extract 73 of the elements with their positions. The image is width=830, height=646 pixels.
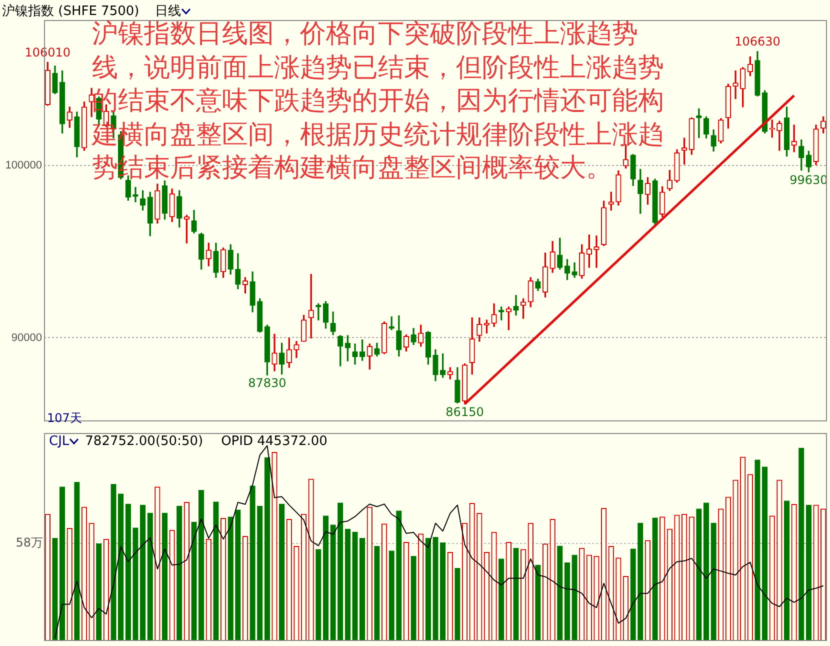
candlestick [732,70,738,99]
bar [806,504,812,641]
bar [652,518,658,641]
annotation: 87830 [248,376,286,390]
bar [250,486,256,641]
ref-line-label: 58万 [16,536,43,550]
y-tick-label: 100000 [5,160,42,172]
annotation: OPID 445372.00 [221,434,328,449]
bar [52,538,58,641]
candlestick [791,124,797,152]
candlestick [132,186,138,202]
annotation: 782752.00(50:50) [85,434,204,449]
annotation: 86150 [446,405,484,420]
bar [352,532,358,641]
bar [359,538,366,641]
bar [110,484,116,641]
bar [696,508,702,641]
bar [754,460,760,641]
bar [388,550,394,641]
chart-subtitle: 日线 [155,4,181,19]
bar [125,504,131,641]
bar [176,506,182,641]
bar [630,548,636,641]
bar [74,482,80,641]
bar [162,512,168,641]
bar [564,562,570,641]
bar [396,510,402,641]
bar [257,506,263,641]
bar [513,548,519,641]
bar [338,502,344,641]
bar [264,457,270,641]
candlestick [513,295,519,316]
annotation: CJL [49,434,70,449]
bar [762,466,768,641]
bar [147,512,153,641]
bar [432,536,438,641]
bar [344,528,351,641]
bar [454,568,460,641]
bar [784,500,790,641]
chart-title: 沪镍指数 (SHFE 7500) [2,3,140,20]
bar [278,504,285,641]
bar [535,564,541,641]
y-tick-label: 90000 [11,332,42,344]
bar [374,546,380,641]
bar [425,538,432,641]
bar [198,490,204,641]
bar [213,502,219,641]
bar [410,556,416,641]
bar [557,546,563,641]
annotation: 106630 [734,34,780,49]
annotation: 107天 [47,410,82,427]
bar [710,522,716,641]
bar [498,558,504,641]
bar [140,504,146,641]
bar [191,522,197,641]
bar [316,549,322,641]
annotation: 99630 [790,173,828,188]
bar [132,528,138,641]
candlestick [776,120,782,151]
bar [798,448,804,641]
bar [235,510,241,641]
bar [118,494,124,641]
bar [59,486,66,641]
bar [228,516,234,641]
bar [96,543,102,641]
annotation: 106010 [24,45,71,60]
bar [322,516,329,641]
bar [703,502,710,641]
bar [330,524,336,641]
bar [638,522,644,641]
bar [572,554,578,641]
candlestick [594,236,600,268]
bar [440,542,446,641]
